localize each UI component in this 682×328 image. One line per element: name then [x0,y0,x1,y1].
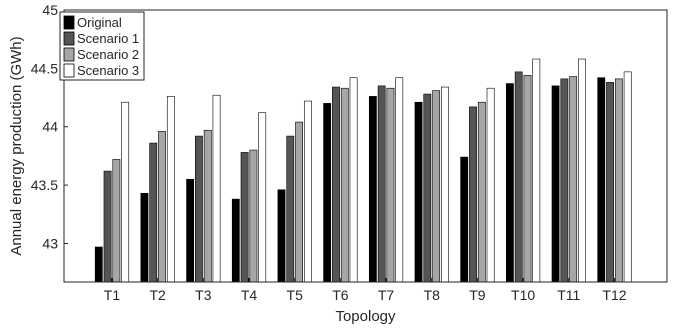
bar-t12-series-1 [597,77,606,283]
bar-t5-series-2 [286,135,295,283]
x-tick-label: T3 [195,287,212,303]
bar-t12-series-3 [614,78,623,283]
bar-t12-series-2 [606,82,614,283]
bar-t1-series-1 [94,246,103,283]
legend-swatch [63,31,75,46]
bar-t2-series-2 [149,142,158,283]
bar-t5-series-3 [295,121,303,283]
x-tick-label: T8 [424,287,441,303]
y-tick-label: 45 [42,2,58,18]
bar-t4-series-4 [258,112,267,283]
x-tick-label: T12 [602,287,626,303]
bar-t5-series-1 [277,189,286,283]
bar-t6-series-2 [332,86,340,283]
bar-t11-series-1 [551,85,560,283]
bar-t7-series-1 [368,96,377,283]
legend-swatch [63,63,75,78]
bar-t5-series-4 [303,100,312,283]
bar-t8-series-4 [441,86,449,283]
x-tick-label: T1 [104,287,121,303]
bar-t1-series-3 [112,159,121,283]
legend-label: Original [77,15,122,30]
bar-t4-series-1 [231,198,240,283]
bar-t4-series-2 [240,152,249,283]
bar-t6-series-1 [323,103,332,283]
bar-t10-series-4 [532,58,541,283]
bar-t3-series-2 [195,135,203,283]
bar-t1-series-2 [103,170,112,283]
legend-swatch [63,47,75,62]
legend-label: Scenario 1 [77,31,139,46]
bar-t8-series-1 [414,101,423,283]
x-tick-label: T11 [557,287,580,303]
bar-t6-series-3 [340,87,349,283]
bar-t11-series-4 [578,58,586,283]
bar-t9-series-4 [486,87,495,283]
bar-t3-series-1 [186,178,195,283]
bar-t3-series-3 [203,129,212,283]
bar-t11-series-2 [560,78,569,283]
bar-t3-series-4 [212,94,221,283]
legend-swatch [63,15,75,30]
x-tick-label: T9 [469,287,486,303]
bar-t9-series-3 [477,101,486,283]
bar-t7-series-3 [386,87,395,283]
bar-t6-series-4 [349,77,358,283]
y-tick-label: 44 [42,119,58,135]
x-tick-label: T2 [149,287,166,303]
x-tick-label: T4 [241,287,258,303]
x-tick-label: T5 [287,287,304,303]
y-tick-label: 43.5 [31,177,58,193]
bar-t10-series-1 [505,83,514,283]
bar-t8-series-2 [423,93,432,283]
x-tick-label: T6 [332,287,349,303]
bar-t7-series-2 [377,85,386,283]
bar-t11-series-3 [569,76,578,283]
bar-t8-series-3 [432,90,441,283]
plot-frame [63,9,668,283]
legend-label: Scenario 2 [77,47,139,62]
x-tick-label: T10 [511,287,535,303]
bar-t7-series-4 [395,77,404,283]
x-tick-label: T7 [378,287,395,303]
y-tick-label: 43 [42,235,58,251]
y-tick-label: 44.5 [31,60,58,76]
bar-t2-series-4 [166,96,175,283]
x-axis-label: Topology [335,308,396,325]
bar-t1-series-4 [121,101,130,283]
bars-group [94,58,632,283]
bar-t12-series-4 [623,71,632,283]
ticks-group: T1 T2 T3 T4 T5 T6 T7 T8 T9 T10 T11 T12 43 43.5 44 44.5 4… [31,2,627,303]
bar-t9-series-2 [469,106,477,283]
bar-t2-series-1 [140,192,149,283]
bar-t9-series-1 [460,156,469,283]
bar-t10-series-3 [523,75,532,283]
bar-t10-series-2 [514,71,523,283]
legend-label: Scenario 3 [77,63,139,78]
y-axis-label: Annual energy production (GWh) [8,36,25,255]
bar-t2-series-3 [158,131,166,283]
bar-t4-series-3 [249,149,258,283]
